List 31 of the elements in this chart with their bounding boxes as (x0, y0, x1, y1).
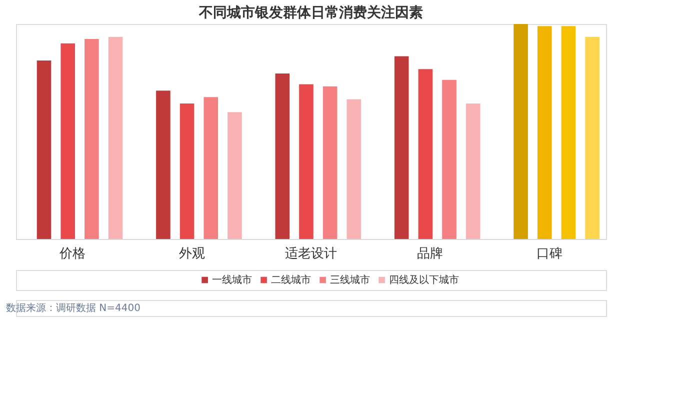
chart-title: 不同城市银发群体日常消费关注因素 (198, 4, 423, 21)
bar (180, 104, 194, 239)
bar (442, 80, 456, 239)
bar (537, 26, 552, 239)
x-tick-label: 品牌 (417, 246, 444, 262)
bar (561, 26, 576, 239)
bar (585, 36, 600, 239)
bar (228, 112, 242, 239)
bar (156, 90, 170, 239)
source-note: 数据来源：调研数据 N=4400 (6, 302, 140, 314)
legend-label: 三线城市 (330, 274, 370, 286)
bar (322, 86, 338, 239)
bar (514, 24, 528, 239)
legend-label: 一线城市 (212, 274, 252, 286)
bar (466, 104, 480, 239)
x-tick-label: 价格 (58, 246, 86, 262)
bar (204, 97, 218, 239)
bar (394, 56, 409, 239)
x-tick-label: 口碑 (536, 246, 562, 262)
x-tick-label: 外观 (178, 246, 205, 262)
bar (108, 36, 123, 239)
bar (36, 60, 52, 239)
bar (299, 84, 314, 239)
bar (275, 73, 290, 239)
bar (346, 99, 362, 239)
legend-label: 四线及以下城市 (388, 274, 459, 286)
legend-label: 二线城市 (270, 274, 311, 286)
x-tick-label: 适老设计 (285, 246, 337, 262)
bar (418, 69, 433, 239)
bar (60, 43, 75, 239)
bar (84, 39, 99, 239)
